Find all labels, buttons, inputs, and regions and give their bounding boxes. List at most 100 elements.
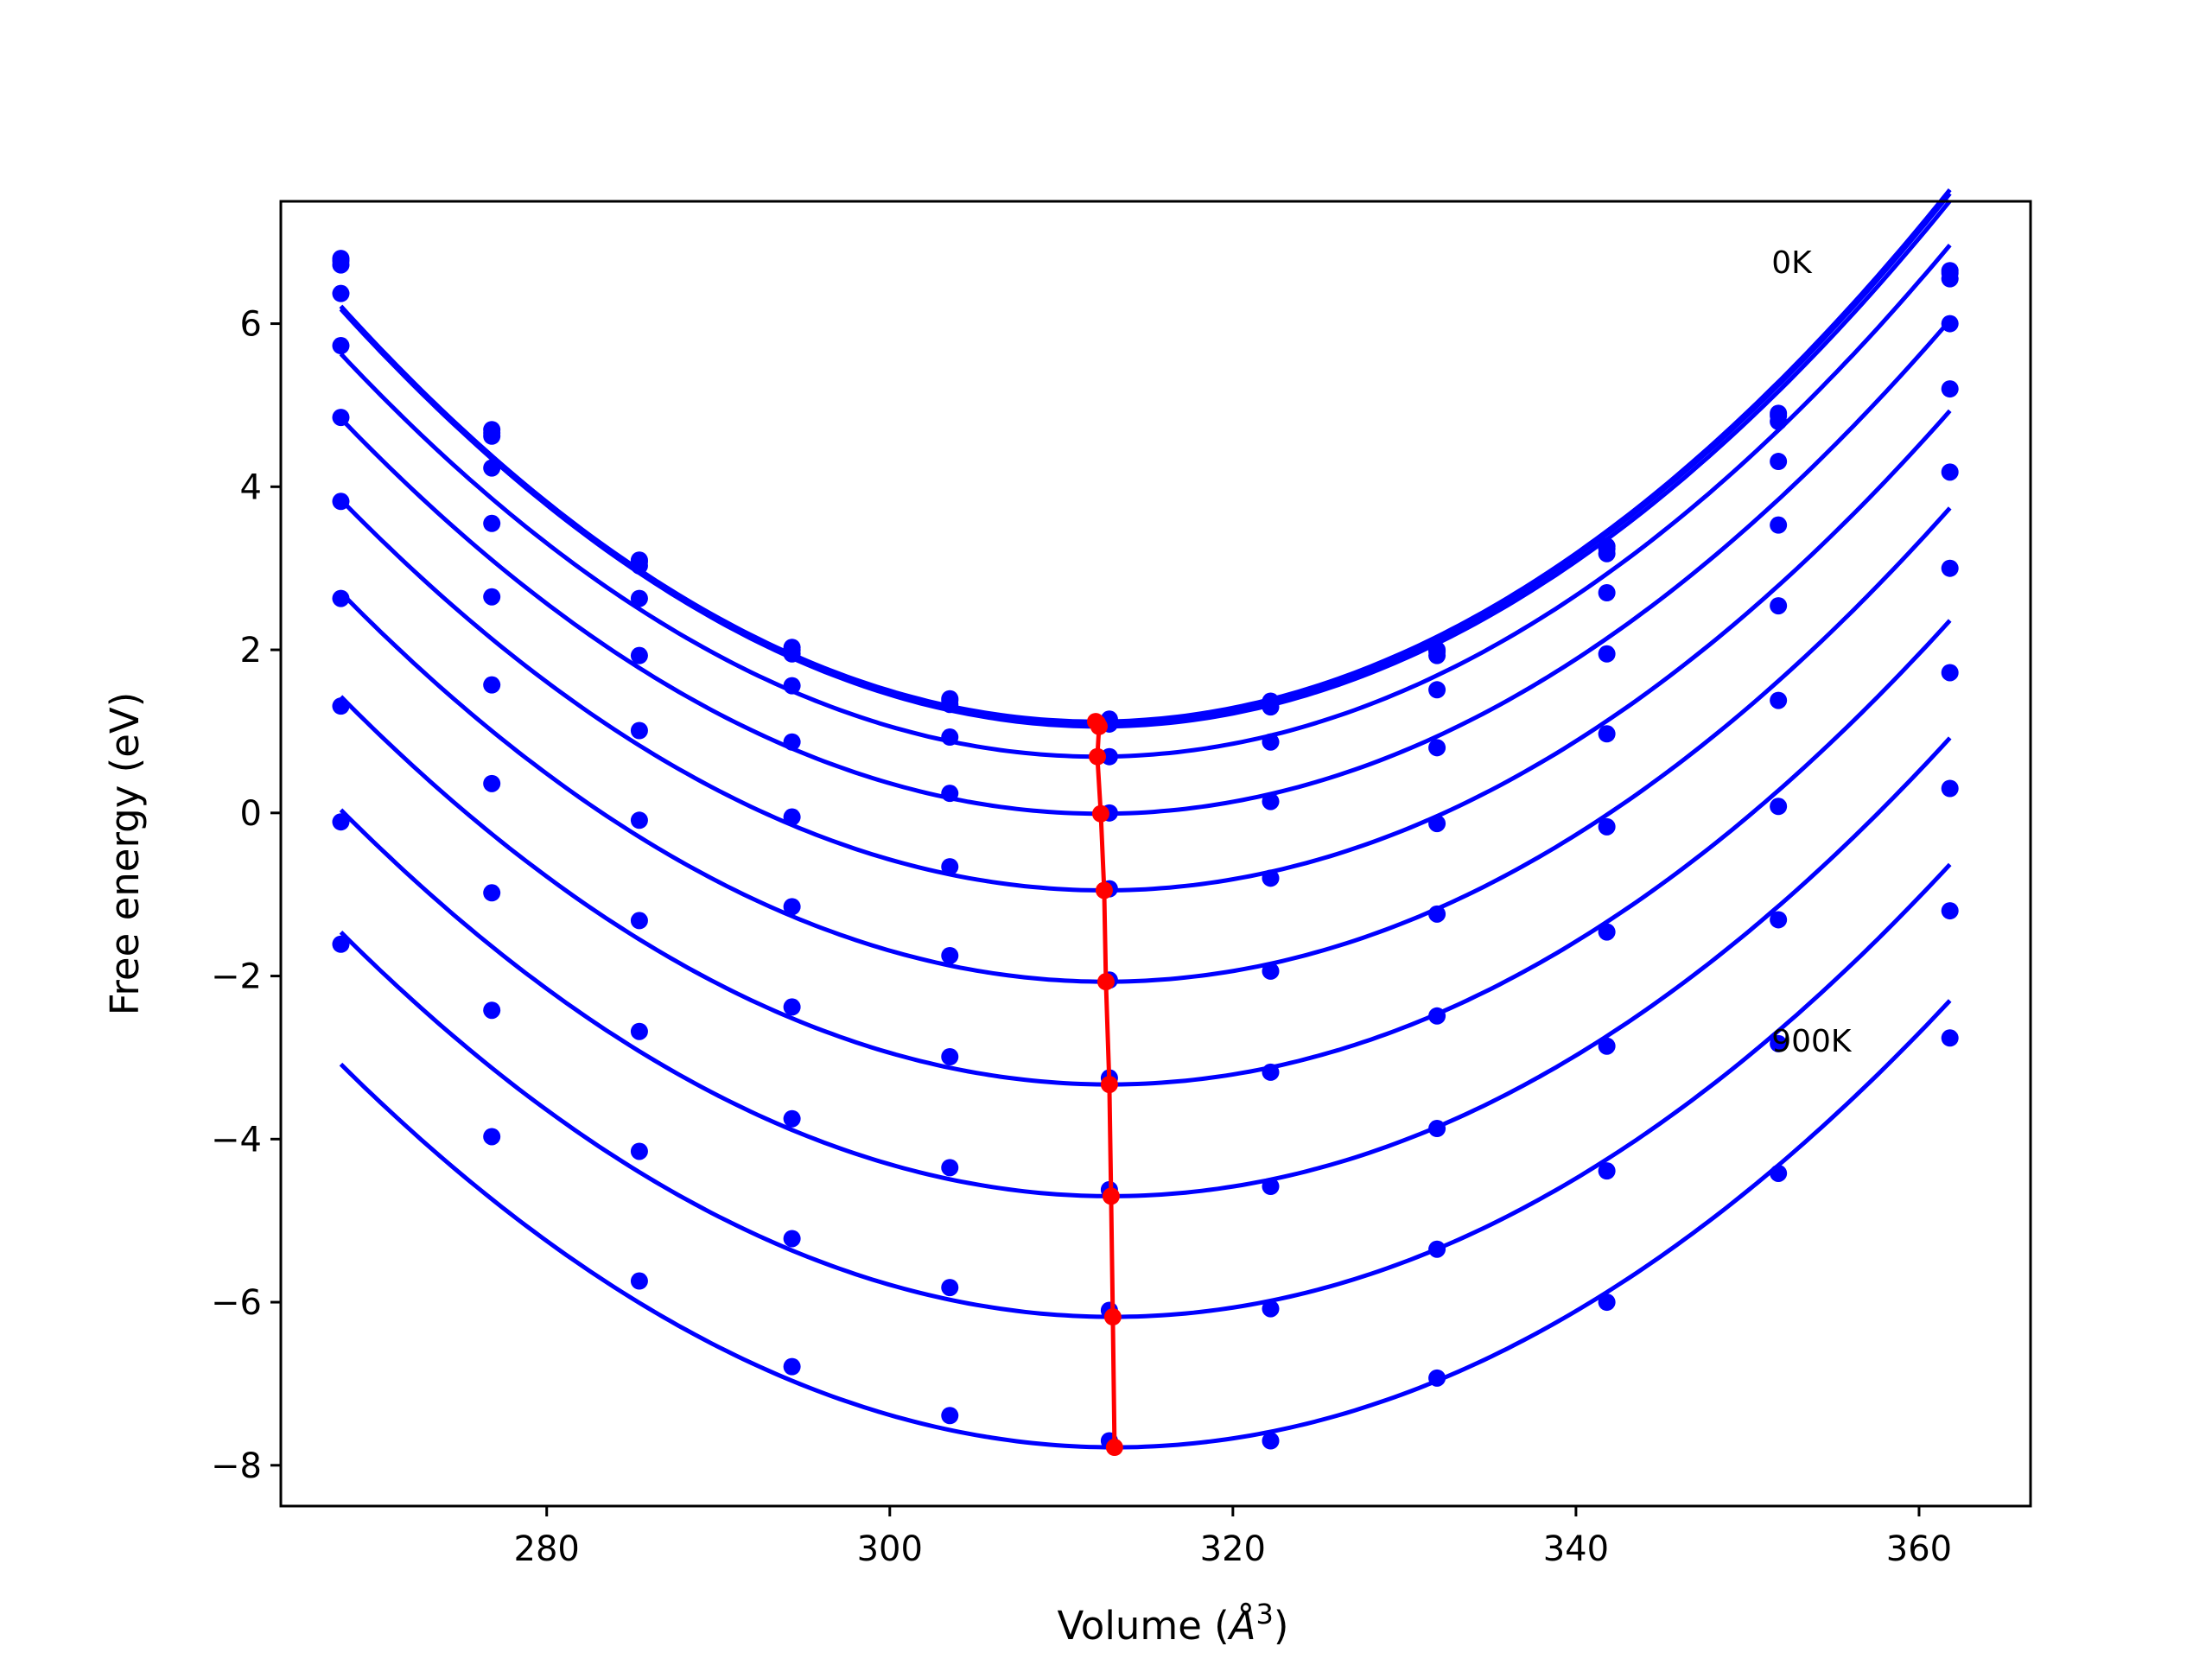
fit-curve-5 [339, 409, 1952, 893]
data-point-7-4 [941, 1047, 959, 1065]
data-point-2-6 [1262, 698, 1280, 716]
y-tick-label-6: −6 [211, 1283, 262, 1323]
y-axis-ticks: 6 4 2 0 −2 −4 −6 −8 [211, 305, 281, 1486]
data-point-8-10 [1941, 779, 1959, 798]
data-point-8-1 [483, 884, 501, 902]
data-point-2-4 [941, 696, 959, 714]
fit-curve-7 [339, 619, 1952, 1087]
data-point-5-9 [1770, 597, 1788, 615]
data-point-2-0 [332, 256, 350, 274]
x-tick-label-1: 300 [857, 1529, 923, 1569]
x-tick-label-2: 320 [1200, 1529, 1266, 1569]
data-point-5-3 [783, 808, 801, 826]
data-point-7-8 [1598, 923, 1616, 941]
data-point-6-4 [941, 946, 959, 964]
data-point-6-10 [1941, 559, 1959, 577]
data-point-10-3 [783, 1357, 801, 1376]
minimum-point-6 [1096, 973, 1115, 991]
data-point-9-9 [1770, 1034, 1788, 1052]
annotation-0k: 0K [1771, 245, 1813, 281]
data-point-6-3 [783, 898, 801, 916]
data-point-7-3 [783, 998, 801, 1016]
data-point-2-2 [630, 556, 648, 575]
data-point-8-9 [1770, 911, 1788, 929]
x-axis-ticks: 280 300 320 340 360 [514, 1506, 1952, 1569]
data-point-9-4 [941, 1279, 959, 1297]
fit-curve-8 [339, 736, 1952, 1198]
x-tick-label-4: 360 [1886, 1529, 1952, 1569]
data-point-5-0 [332, 409, 350, 427]
data-point-4-4 [941, 785, 959, 803]
x-axis-label: Volume (Å3) [1058, 1598, 1289, 1649]
fit-curves [339, 188, 1952, 1450]
data-point-8-3 [783, 1109, 801, 1128]
data-point-7-0 [332, 589, 350, 607]
data-point-8-7 [1428, 1120, 1446, 1138]
minimum-point-7 [1100, 1076, 1118, 1094]
data-point-4-7 [1428, 739, 1446, 757]
data-point-3-3 [783, 677, 801, 695]
data-point-8-8 [1598, 1037, 1616, 1055]
data-point-5-1 [483, 588, 501, 606]
data-point-3-2 [630, 589, 648, 607]
minimum-point-9 [1103, 1308, 1122, 1326]
fit-curve-9 [339, 862, 1952, 1319]
y-tick-label-2: 2 [240, 631, 262, 671]
data-point-8-2 [630, 1022, 648, 1040]
data-point-3-5 [1100, 747, 1118, 766]
data-point-4-10 [1941, 380, 1959, 398]
minimum-point-8 [1102, 1187, 1120, 1205]
fit-curve-6 [339, 506, 1952, 984]
fit-curve-3 [339, 243, 1952, 760]
data-point-3-7 [1428, 681, 1446, 699]
y-tick-label-1: 4 [240, 467, 262, 507]
data-point-2-8 [1598, 544, 1616, 563]
data-point-9-8 [1598, 1162, 1616, 1180]
minimum-point-2 [1090, 717, 1108, 735]
fit-curve-1 [339, 192, 1952, 726]
data-point-5-6 [1262, 869, 1280, 887]
data-point-6-7 [1428, 905, 1446, 923]
y-tick-label-3: 0 [240, 794, 262, 834]
data-point-4-3 [783, 733, 801, 751]
data-point-9-0 [332, 813, 350, 831]
data-point-7-2 [630, 912, 648, 930]
data-point-4-2 [630, 646, 648, 664]
y-tick-label-0: 6 [240, 305, 262, 345]
data-point-7-9 [1770, 798, 1788, 816]
data-point-6-6 [1262, 962, 1280, 980]
data-point-9-3 [783, 1230, 801, 1248]
data-point-3-1 [483, 459, 501, 477]
x-tick-label-0: 280 [514, 1529, 580, 1569]
data-point-8-0 [332, 697, 350, 715]
y-tick-label-5: −4 [211, 1120, 262, 1160]
fit-curve-10 [339, 999, 1952, 1450]
data-point-3-9 [1770, 453, 1788, 471]
data-point-3-0 [332, 284, 350, 302]
fit-curve-4 [339, 318, 1952, 817]
minimum-point-5 [1095, 881, 1113, 899]
data-point-7-10 [1941, 664, 1959, 682]
data-point-10-6 [1262, 1432, 1280, 1450]
data-point-8-4 [941, 1159, 959, 1177]
data-point-5-2 [630, 721, 648, 740]
data-point-8-6 [1262, 1178, 1280, 1196]
data-point-6-9 [1770, 691, 1788, 709]
annotation-900k: 900K [1771, 1024, 1853, 1059]
data-point-4-8 [1598, 645, 1616, 663]
minima-line [1087, 713, 1123, 1457]
data-point-2-7 [1428, 646, 1446, 664]
data-point-6-8 [1598, 817, 1616, 836]
data-point-9-1 [483, 1001, 501, 1020]
data-point-10-2 [630, 1272, 648, 1290]
data-point-9-10 [1941, 902, 1959, 920]
fit-curve-2 [339, 199, 1952, 729]
data-point-10-10 [1941, 1029, 1959, 1047]
data-point-5-7 [1428, 815, 1446, 833]
data-point-10-9 [1770, 1164, 1788, 1182]
data-point-10-1 [483, 1128, 501, 1146]
data-point-4-9 [1770, 516, 1788, 534]
data-points [332, 250, 1959, 1450]
data-point-9-7 [1428, 1240, 1446, 1258]
